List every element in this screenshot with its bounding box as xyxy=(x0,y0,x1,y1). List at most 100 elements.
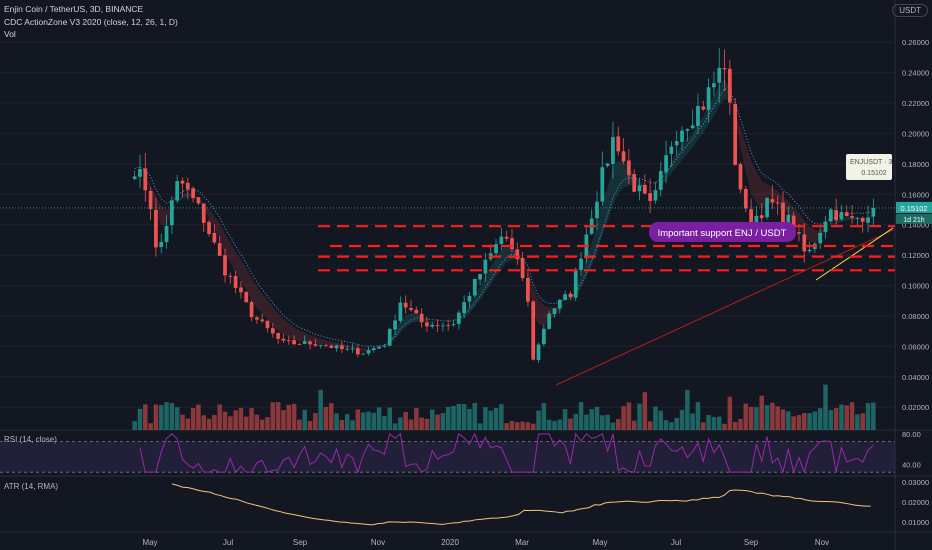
candle-body xyxy=(706,87,711,110)
volume-bar xyxy=(137,408,143,430)
volume-bar xyxy=(403,412,408,430)
candle-body xyxy=(377,346,381,349)
volume-bar xyxy=(313,413,318,430)
cloud-segment xyxy=(155,196,162,226)
candle-body xyxy=(642,184,647,194)
cloud-segment xyxy=(703,105,709,134)
candle-body xyxy=(510,238,514,249)
cloud-segment xyxy=(325,340,332,347)
volume-bar xyxy=(738,418,743,430)
volume-bar xyxy=(849,402,855,430)
volume-bar xyxy=(562,409,568,430)
cloud-segment xyxy=(453,319,459,325)
candle-body xyxy=(398,302,403,321)
candle-body xyxy=(669,146,674,154)
cloud-segment xyxy=(299,330,305,342)
volume-bar xyxy=(780,409,786,430)
volume-bar xyxy=(499,404,504,430)
candle-body xyxy=(435,325,440,327)
candle-body xyxy=(138,169,142,177)
currency-button[interactable]: USDT xyxy=(892,4,928,17)
volume-bar xyxy=(796,415,802,430)
candle-body xyxy=(425,322,429,327)
volume-bar xyxy=(307,421,313,430)
volume-bar xyxy=(631,420,637,430)
volume-bar xyxy=(169,403,175,430)
candle-body xyxy=(717,67,722,83)
volume-bar xyxy=(286,404,292,430)
candle-body xyxy=(154,209,158,248)
candle-body xyxy=(467,295,472,302)
cloud-segment xyxy=(469,295,475,314)
volume-bar xyxy=(339,419,345,430)
volume-bar xyxy=(398,417,403,430)
candle-body xyxy=(286,340,291,342)
candle-body xyxy=(233,276,238,288)
candle-body xyxy=(472,279,477,296)
cloud-segment xyxy=(836,217,842,224)
rsi-band-fill xyxy=(0,441,895,473)
candle-body xyxy=(223,255,227,276)
volume-bar xyxy=(807,413,812,430)
candle-body xyxy=(361,353,366,355)
volume-bar xyxy=(355,409,361,430)
candle-body xyxy=(414,309,419,314)
candle-body xyxy=(552,308,557,315)
price-tick-label: 0.26000 xyxy=(902,38,929,47)
volume-bar xyxy=(148,423,153,430)
cloud-segment xyxy=(676,144,683,167)
volume-bar xyxy=(483,407,488,430)
cloud-segment xyxy=(426,320,433,324)
cloud-segment xyxy=(262,293,268,320)
annotation-bubble xyxy=(649,222,796,242)
volume-bar xyxy=(440,413,446,430)
volume-bar xyxy=(323,407,329,430)
cloud-segment xyxy=(533,288,539,325)
candle-body xyxy=(738,164,743,190)
volume-bar xyxy=(860,413,865,430)
volume-bar xyxy=(589,409,594,430)
volume-bar xyxy=(706,414,711,430)
time-tick-label: Jul xyxy=(671,538,681,547)
volume-bar xyxy=(408,419,414,430)
candle-body xyxy=(871,207,876,217)
volume-bar xyxy=(249,408,254,430)
candle-body xyxy=(632,174,637,192)
candle-body xyxy=(834,210,838,221)
candle-body xyxy=(281,338,286,341)
candle-body xyxy=(143,168,148,191)
cloud-segment xyxy=(246,268,252,301)
candle-body xyxy=(749,209,753,228)
cloud-segment xyxy=(506,245,512,263)
volume-bar xyxy=(536,410,541,430)
volume-bar xyxy=(685,389,690,430)
candle-body xyxy=(600,167,605,202)
candle-body xyxy=(733,103,738,165)
tooltip-value: 0.15102 xyxy=(861,170,886,177)
volume-bar xyxy=(222,411,228,430)
volume-bar xyxy=(387,407,392,430)
cloud-segment xyxy=(177,194,183,203)
candle-body xyxy=(547,313,552,329)
candle-body xyxy=(212,232,217,243)
volume-bar xyxy=(366,411,371,430)
candle-body xyxy=(329,345,334,348)
volume-bar xyxy=(594,406,600,430)
cloud-segment xyxy=(745,144,752,194)
volume-bar xyxy=(414,408,419,430)
candle-body xyxy=(611,137,615,165)
cloud-segment xyxy=(251,278,257,309)
candle-body xyxy=(260,319,265,322)
volume-bar xyxy=(775,406,780,430)
volume-bar xyxy=(334,413,339,430)
candle-body xyxy=(685,129,690,131)
time-tick-label: May xyxy=(592,538,607,547)
candle-body xyxy=(616,136,621,152)
price-tick-label: 0.10000 xyxy=(902,282,929,291)
volume-bar xyxy=(525,422,531,430)
time-tick-label: May xyxy=(142,538,157,547)
volume-bar xyxy=(812,411,818,430)
volume-bar xyxy=(185,418,191,430)
volume-bar xyxy=(754,407,759,430)
